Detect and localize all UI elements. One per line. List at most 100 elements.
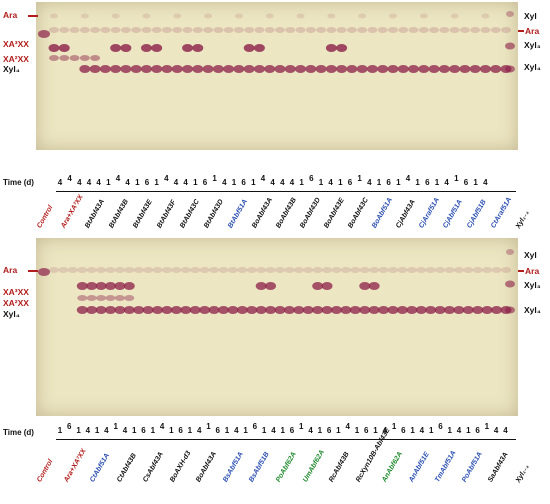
ara-spot — [357, 27, 368, 33]
ara-spot — [312, 267, 323, 273]
xyl-spot — [265, 13, 274, 19]
day-label: 1 — [224, 426, 230, 435]
xyl4-spot — [123, 306, 135, 314]
day-label: 1 — [318, 178, 324, 187]
xyl4-spot — [425, 306, 437, 314]
ara-spot — [244, 27, 255, 33]
xyl4-spot — [105, 306, 116, 314]
enzyme-label: Ara+XA³XX — [59, 193, 85, 230]
enzyme-label: BoAbf43C — [346, 196, 370, 230]
enzyme-label: CtAbf43B — [115, 452, 138, 484]
enzyme-label: PoAbf51A — [460, 451, 484, 484]
day-label: 6 — [178, 426, 183, 435]
xyl4-spot — [152, 306, 164, 314]
day-label: 4 — [67, 174, 72, 183]
ara-spot — [49, 27, 59, 33]
day-label: 4 — [289, 178, 295, 187]
ara-spot — [246, 267, 257, 273]
ara-spot — [182, 27, 193, 33]
day-label: 6 — [202, 178, 208, 187]
ara-spot — [388, 27, 398, 33]
enzyme-label: BtAbf43E — [131, 198, 154, 230]
day-label: 4 — [405, 174, 411, 183]
day-label: 1 — [466, 426, 471, 435]
xyl4-spot — [346, 65, 358, 73]
ara-spot — [490, 27, 501, 33]
enzyme-label: BtAbf43D — [203, 198, 226, 230]
xa3xx-spot — [110, 44, 122, 52]
xa2xx-spot — [79, 55, 90, 61]
enzyme-label: BtAbf43F — [155, 199, 178, 230]
enzyme-label: Xyl₁₋₄ — [514, 463, 531, 484]
day-label: 1 — [434, 178, 440, 187]
ara-spot — [162, 267, 172, 273]
tlc-plate-bottom — [36, 238, 518, 416]
ara-spot — [316, 27, 327, 33]
xyl4-spot — [202, 65, 214, 73]
xyl4-spot — [418, 65, 430, 73]
ara-spot — [346, 27, 357, 33]
xa3xx-spot — [336, 44, 348, 52]
day-label: 1 — [280, 426, 285, 435]
xyl4-label-top-right: Xyl₄ — [524, 62, 541, 72]
ara-spot — [124, 267, 135, 273]
xyl4-label-bottom-right: Xyl₄ — [524, 305, 541, 315]
standard-spot — [505, 65, 515, 73]
ara-marker-right-top — [518, 30, 524, 32]
control-spot — [38, 268, 50, 276]
xyl-spot — [389, 13, 397, 19]
xyl4-spot — [243, 65, 255, 73]
tlc-plate-top — [36, 2, 518, 150]
xyl4-spot — [479, 65, 491, 73]
xyl-spot — [142, 13, 151, 19]
ara-spot — [90, 27, 101, 33]
xyl4-spot — [199, 306, 211, 314]
xyl-spot — [234, 13, 243, 19]
xa2xx-spot — [105, 295, 116, 301]
xyl4-spot — [340, 306, 352, 314]
standard-spot — [506, 249, 514, 255]
ara-spot — [406, 267, 417, 273]
day-label: 1 — [391, 422, 397, 431]
day-label: 4 — [57, 178, 63, 187]
ara-spot — [444, 267, 455, 273]
day-label: 4 — [456, 426, 462, 435]
ara-label-right-bottom: Ara — [525, 266, 540, 276]
xyl4-spot — [444, 306, 455, 314]
xyl4-spot — [233, 65, 245, 73]
day-label: 4 — [183, 178, 188, 187]
xyl4-spot — [453, 306, 465, 314]
xyl4-spot — [95, 306, 107, 314]
xyl4-spot — [180, 306, 192, 314]
day-label: 4 — [483, 178, 488, 187]
day-label: 4 — [493, 426, 499, 435]
xa3xx-spot — [312, 282, 324, 290]
day-label: 4 — [345, 422, 350, 431]
xyl4-spot — [79, 65, 91, 73]
xyl-spot — [296, 13, 305, 19]
day-label: 1 — [212, 174, 217, 183]
xyl4-spot — [89, 65, 101, 73]
enzyme-label: CjAbf51A — [442, 198, 465, 230]
enzyme-label: TmAbf51A — [434, 449, 458, 484]
day-label: 1 — [428, 426, 434, 435]
enzyme-label: BoAbf43D — [298, 196, 322, 230]
ara-spot — [100, 27, 111, 33]
standard-spot — [505, 306, 515, 314]
enzyme-label: BoAbf43E — [322, 197, 346, 230]
xyl4-spot — [377, 65, 389, 73]
ara-spot — [264, 27, 275, 33]
enzyme-label: Xyl₁₋₄ — [514, 209, 531, 230]
xa3xx-spot — [321, 282, 333, 290]
ara-spot — [303, 267, 314, 273]
day-label: 1 — [336, 426, 341, 435]
xyl4-spot — [253, 65, 265, 73]
ara-spot — [425, 267, 436, 273]
xyl4-spot — [321, 306, 333, 314]
xyl4-spot — [140, 65, 152, 73]
ara-marker-top — [28, 15, 38, 17]
day-label: 1 — [447, 426, 452, 435]
enzyme-label: CtAraf51A — [490, 196, 514, 230]
ara-label-top: Ara — [3, 10, 18, 20]
